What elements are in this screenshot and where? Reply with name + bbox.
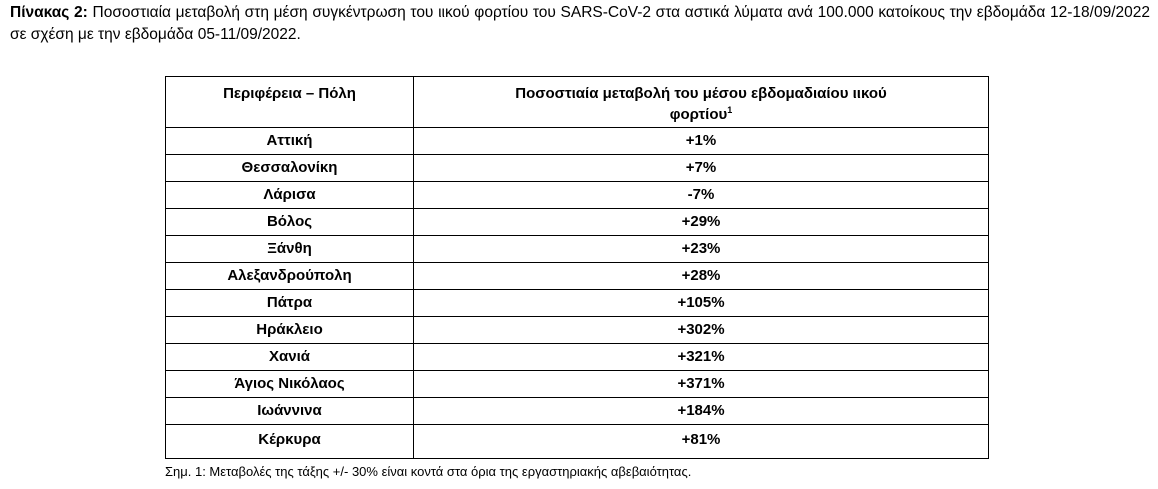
table-row: Κέρκυρα +81%: [165, 424, 989, 459]
table-row: Ξάνθη +23%: [165, 235, 989, 263]
cell-region: Ιωάννινα: [165, 397, 414, 425]
table-row: Αλεξανδρούπολη +28%: [165, 262, 989, 290]
table-row: Ιωάννινα +184%: [165, 397, 989, 425]
cell-region: Άγιος Νικόλαος: [165, 370, 414, 398]
cell-region: Αττική: [165, 127, 414, 155]
cell-region: Πάτρα: [165, 289, 414, 317]
header-region-label: Περιφέρεια – Πόλη: [223, 85, 356, 102]
table-row: Πάτρα +105%: [165, 289, 989, 317]
header-change-line2: φορτίου: [669, 106, 728, 123]
cell-region: Κέρκυρα: [165, 424, 414, 459]
header-change-line1: Ποσοστιαία μεταβολή του μέσου εβδομαδιαί…: [515, 85, 887, 102]
cell-region: Λάρισα: [165, 181, 414, 209]
cell-region: Ηράκλειο: [165, 316, 414, 344]
caption-text: Ποσοστιαία μεταβολή στη μέση συγκέντρωση…: [10, 4, 1150, 43]
table-row: Αττική +1%: [165, 127, 989, 155]
cell-region: Ξάνθη: [165, 235, 414, 263]
table-row: Βόλος +29%: [165, 208, 989, 236]
table-row: Θεσσαλονίκη +7%: [165, 154, 989, 182]
cell-change: +302%: [413, 316, 989, 344]
table-row: Άγιος Νικόλαος +371%: [165, 370, 989, 398]
cell-region: Βόλος: [165, 208, 414, 236]
cell-change: +23%: [413, 235, 989, 263]
cell-change: -7%: [413, 181, 989, 209]
cell-region: Χανιά: [165, 343, 414, 371]
header-footnote-marker: 1: [727, 105, 733, 115]
table-row: Ηράκλειο +302%: [165, 316, 989, 344]
cell-change: +7%: [413, 154, 989, 182]
cell-change: +1%: [413, 127, 989, 155]
table-row: Χανιά +321%: [165, 343, 989, 371]
table-header-row: Περιφέρεια – Πόλη Ποσοστιαία μεταβολή το…: [165, 76, 989, 128]
cell-change: +371%: [413, 370, 989, 398]
cell-region: Αλεξανδρούπολη: [165, 262, 414, 290]
cell-change: +105%: [413, 289, 989, 317]
header-region: Περιφέρεια – Πόλη: [165, 76, 414, 128]
cell-change: +28%: [413, 262, 989, 290]
table-row: Λάρισα -7%: [165, 181, 989, 209]
cell-change: +321%: [413, 343, 989, 371]
caption-label: Πίνακας 2:: [10, 4, 88, 21]
cell-change: +29%: [413, 208, 989, 236]
table-footnote: Σημ. 1: Μεταβολές της τάξης +/- 30% είνα…: [165, 464, 692, 479]
data-table-container: Περιφέρεια – Πόλη Ποσοστιαία μεταβολή το…: [165, 76, 989, 459]
viral-load-table: Περιφέρεια – Πόλη Ποσοστιαία μεταβολή το…: [165, 76, 989, 459]
cell-change: +184%: [413, 397, 989, 425]
header-change: Ποσοστιαία μεταβολή του μέσου εβδομαδιαί…: [413, 76, 989, 128]
table-caption: Πίνακας 2: Ποσοστιαία μεταβολή στη μέση …: [10, 2, 1150, 46]
cell-region: Θεσσαλονίκη: [165, 154, 414, 182]
cell-change: +81%: [413, 424, 989, 459]
